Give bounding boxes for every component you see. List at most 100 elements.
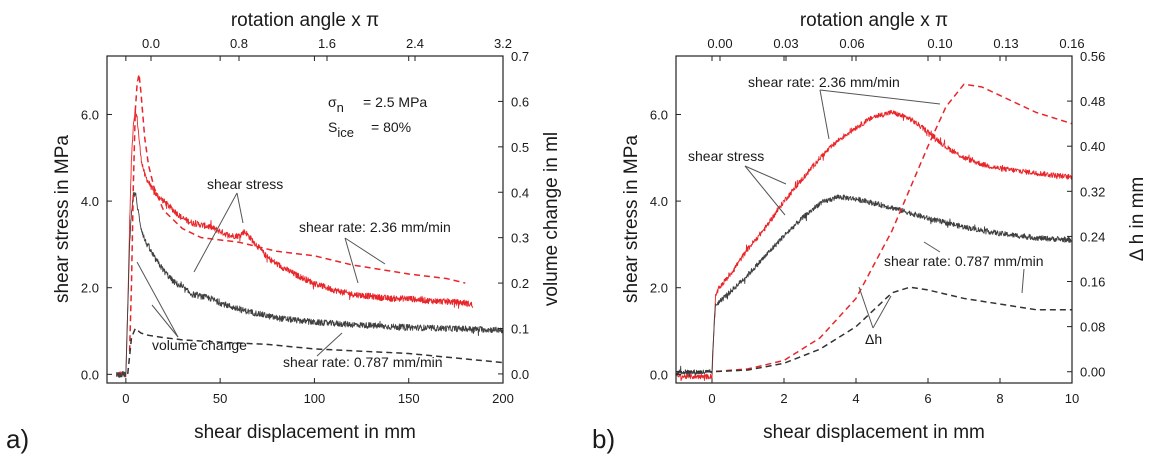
- x-tick-label: 50: [213, 391, 227, 406]
- x-tick-label: 150: [398, 391, 420, 406]
- series-line-3: [128, 73, 466, 352]
- x2-tick-label: 0.13: [993, 36, 1018, 51]
- series-group-a: [115, 73, 503, 378]
- y2-tick-label: 0.16: [1080, 275, 1105, 290]
- label-shear-stress-b: shear stress: [688, 148, 764, 164]
- y2-axis-label-b: Δ h in mm: [1127, 177, 1148, 262]
- x2-tick-label: 0.10: [927, 36, 952, 51]
- y-tick-label: 2.0: [81, 281, 99, 296]
- y-tick-label: 0.0: [81, 367, 99, 382]
- x2-tick-label: 2.4: [406, 36, 424, 51]
- leader-line: [872, 295, 892, 329]
- sigma-subscript: n: [337, 100, 344, 115]
- y-axis-label-a: shear stress in MPa: [52, 135, 73, 303]
- series-group-b: [676, 83, 1072, 382]
- label-rate-slow-a: shear rate: 0.787 mm/min: [283, 354, 443, 370]
- leader-line: [744, 165, 786, 216]
- y2-tick-label: 0.24: [1080, 229, 1105, 244]
- leader-line: [344, 237, 359, 284]
- x2-tick-label: 0.00: [707, 36, 732, 51]
- y-tick-label: 6.0: [650, 107, 668, 122]
- y2-tick-label: 0.0: [511, 367, 529, 382]
- y2-tick-label: 0.6: [511, 94, 529, 109]
- label-delta-h-b: Δh: [865, 331, 882, 347]
- svg-text:Sice: Sice: [328, 119, 354, 140]
- series-line-1: [116, 108, 474, 378]
- series-line-1: [676, 109, 1072, 382]
- y2-tick-label: 0.48: [1080, 94, 1105, 109]
- label-rate-slow-b: shear rate: 0.787 mm/min: [884, 253, 1044, 269]
- leader-line: [923, 241, 941, 253]
- y2-tick-label: 0.32: [1080, 184, 1105, 199]
- series-line-3: [676, 83, 1072, 373]
- x2-tick-label: 0.8: [230, 36, 248, 51]
- plot-frame-a: [106, 55, 504, 384]
- chart-panel-b: 0 2 4 6 8 10 0.0 2.0 4.0 6.0 0.00 0.08 0.16 0.24 0.32 0…: [592, 10, 1148, 454]
- leader-lines-b: [744, 89, 1025, 329]
- leader-lines-a: [136, 192, 386, 357]
- x2-tick-label: 3.2: [494, 36, 512, 51]
- x-tick-label: 6: [924, 391, 931, 406]
- x-tick-label: 2: [780, 391, 787, 406]
- y2-tick-label: 0.2: [511, 276, 529, 291]
- y-tick-label: 0.0: [650, 367, 668, 382]
- y-tick-label: 2.0: [650, 281, 668, 296]
- series-line-4: [676, 286, 1072, 373]
- ticks-a: 0 50 100 150 200 0.0 2.0 4.0 6.0 0.0 0.1 0.2 0.3 0.4 0…: [81, 36, 529, 406]
- label-rate-fast-a: shear rate: 2.36 mm/min: [299, 219, 451, 235]
- series-line-2: [115, 191, 503, 378]
- plot-area-a: [106, 55, 504, 384]
- chart-panel-a: 0 50 100 150 200 0.0 2.0 4.0 6.0 0.0 0.1 0.2 0.3 0.4 0…: [6, 10, 562, 454]
- plot-area-b: [675, 55, 1073, 384]
- x-axis-label-a: shear displacement in mm: [194, 422, 416, 443]
- label-volume-change-a: volume change: [152, 337, 247, 353]
- leader-line: [819, 89, 830, 140]
- y-tick-label: 6.0: [81, 107, 99, 122]
- leader-line: [344, 237, 386, 265]
- y2-tick-label: 0.3: [511, 231, 529, 246]
- leader-line: [858, 286, 874, 329]
- plot-frame-b: [675, 55, 1073, 384]
- s-subscript: ice: [337, 125, 354, 140]
- sigma-value: = 2.5 MPa: [363, 94, 427, 110]
- y2-tick-label: 0.5: [511, 140, 529, 155]
- x-tick-label: 10: [1065, 391, 1079, 406]
- x-tick-label: 4: [852, 391, 859, 406]
- y2-tick-label: 0.08: [1080, 320, 1105, 335]
- y2-tick-label: 0.40: [1080, 139, 1105, 154]
- svg-text:σn: σn: [328, 94, 344, 115]
- top-axis-label-a: rotation angle x π: [231, 10, 379, 31]
- leader-line: [136, 261, 179, 338]
- series-line-4: [126, 327, 503, 374]
- x-tick-label: 100: [304, 391, 326, 406]
- sigma-symbol: σ: [328, 94, 337, 110]
- panel-label-a: a): [6, 424, 29, 454]
- leader-line: [316, 332, 343, 357]
- leader-line: [1021, 268, 1025, 294]
- x2-tick-label: 0.0: [142, 36, 160, 51]
- x2-tick-label: 0.06: [839, 36, 864, 51]
- leader-line: [744, 165, 787, 185]
- y2-tick-label: 0.7: [511, 49, 529, 64]
- s-value: = 80%: [371, 119, 411, 135]
- y2-tick-label: 0.4: [511, 185, 529, 200]
- y-tick-label: 4.0: [81, 194, 99, 209]
- x2-tick-label: 1.6: [318, 36, 336, 51]
- leader-line: [193, 192, 238, 273]
- x-axis-label-b: shear displacement in mm: [763, 422, 985, 443]
- label-shear-stress-a: shear stress: [207, 176, 283, 192]
- top-axis-label-b: rotation angle x π: [800, 10, 948, 31]
- x-tick-label: 0: [122, 391, 129, 406]
- y-axis-label-b: shear stress in MPa: [621, 135, 642, 303]
- annotation-s-ice: Sice = 80%: [328, 119, 411, 140]
- ticks-b: 0 2 4 6 8 10 0.0 2.0 4.0 6.0 0.00 0.08 0.16 0.24 0.32 0…: [650, 36, 1105, 406]
- y2-tick-label: 0.00: [1080, 365, 1105, 380]
- leader-line: [151, 304, 179, 338]
- y2-axis-label-a: volume change in ml: [541, 132, 562, 306]
- y2-tick-label: 0.1: [511, 322, 529, 337]
- y2-tick-label: 0.56: [1080, 49, 1105, 64]
- x-tick-label: 0: [708, 391, 715, 406]
- leader-line: [236, 192, 244, 224]
- y-tick-label: 4.0: [650, 194, 668, 209]
